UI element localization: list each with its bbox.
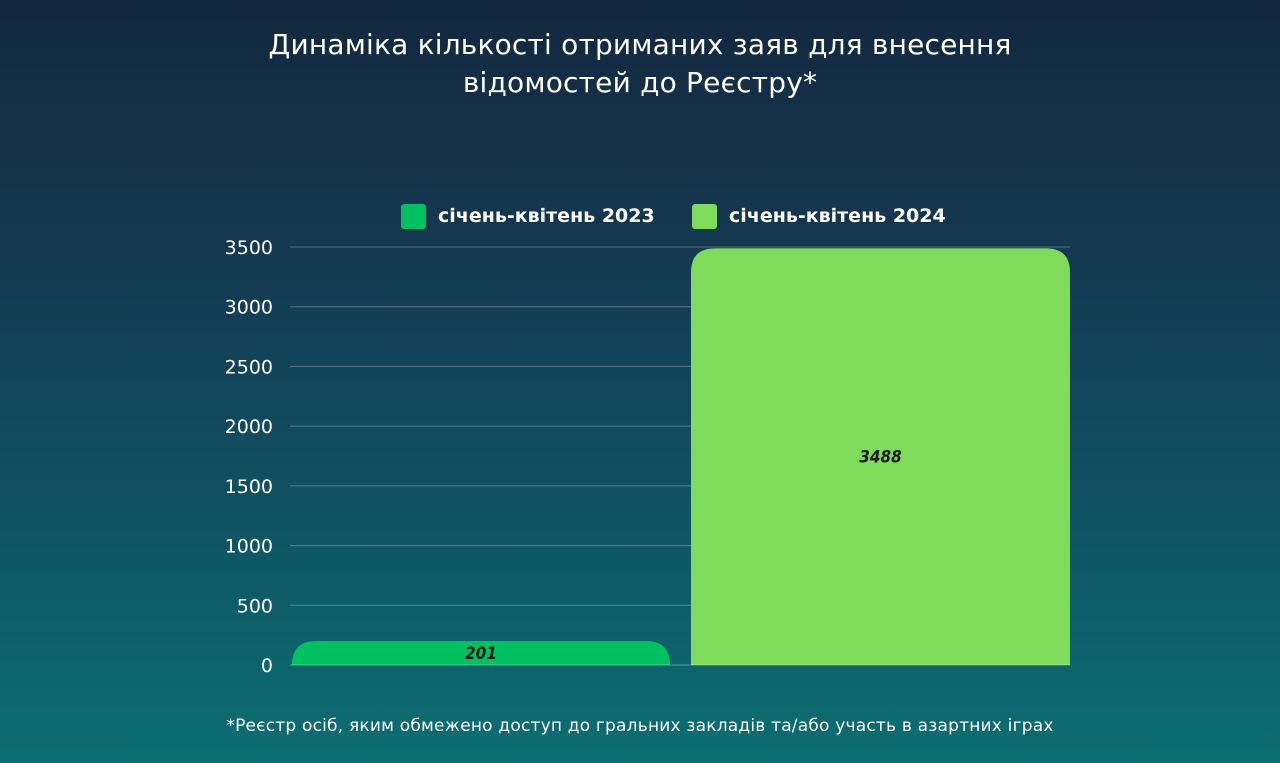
chart-title-line-1: Динаміка кількості отриманих заяв для вн… [268, 28, 1012, 61]
y-tick-label: 2000 [225, 416, 273, 438]
y-tick-label: 1000 [225, 536, 273, 558]
chart-legend: січень-квітень 2023 січень-квітень 2024 [0, 202, 1280, 230]
y-tick-label: 3000 [225, 297, 273, 319]
y-tick-label: 2500 [225, 356, 273, 378]
legend-swatch-2023 [401, 203, 426, 229]
legend-label-2024: січень-квітень 2024 [729, 205, 946, 227]
legend-item-2023: січень-квітень 2023 [401, 202, 655, 230]
y-tick-label: 500 [237, 595, 273, 617]
footnote: *Реєстр осіб, яким обмежено доступ до гр… [226, 716, 1054, 736]
legend-item-2024: січень-квітень 2024 [692, 202, 946, 230]
bar-value-label: 201 [465, 644, 497, 664]
legend-label-2023: січень-квітень 2023 [438, 205, 655, 227]
bar-2023 [292, 640, 670, 665]
bar-2024 [691, 248, 1070, 665]
y-tick-label: 0 [261, 655, 273, 677]
y-tick-label: 1500 [225, 476, 273, 498]
y-tick-label: 3500 [225, 237, 273, 259]
legend-swatch-2024 [692, 203, 717, 229]
bar-value-label: 3488 [859, 448, 902, 468]
chart-title: Динаміка кількості отриманих заяв для вн… [0, 26, 1280, 102]
chart-title-line-2: відомостей до Реєстру* [462, 66, 818, 99]
